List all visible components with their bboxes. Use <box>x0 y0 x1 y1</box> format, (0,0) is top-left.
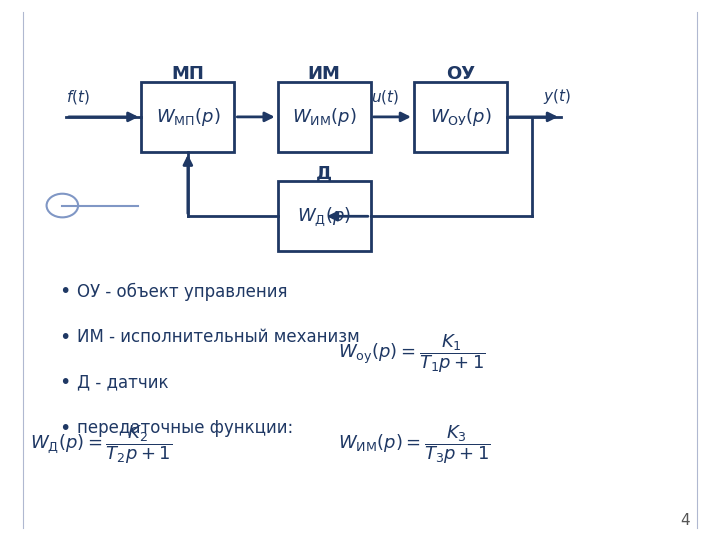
Text: Д - датчик: Д - датчик <box>77 374 168 392</box>
Text: передаточные функции:: передаточные функции: <box>77 420 293 437</box>
Text: Д: Д <box>316 164 332 183</box>
Text: ИМ - исполнительный механизм: ИМ - исполнительный механизм <box>77 328 359 346</box>
Text: $u(t)$: $u(t)$ <box>371 88 399 106</box>
Text: $W_{\mathrm{оу}}(p) = \dfrac{K_1}{T_1 p + 1}$: $W_{\mathrm{оу}}(p) = \dfrac{K_1}{T_1 p … <box>338 332 486 375</box>
Text: $y(t)$: $y(t)$ <box>543 87 571 106</box>
Text: ИМ: ИМ <box>307 65 341 83</box>
FancyBboxPatch shape <box>414 82 507 152</box>
Text: $f(t)$: $f(t)$ <box>66 88 90 106</box>
Text: $W_{\mathrm{\mathsf{МП}}}(p)$: $W_{\mathrm{\mathsf{МП}}}(p)$ <box>156 106 220 128</box>
Text: •: • <box>59 328 70 347</box>
Text: $W_{\mathrm{\mathsf{ИМ}}}(p)$: $W_{\mathrm{\mathsf{ИМ}}}(p)$ <box>292 106 356 128</box>
Text: •: • <box>59 419 70 438</box>
Text: $W_{\mathrm{ИМ}}(p) = \dfrac{K_3}{T_3 p + 1}$: $W_{\mathrm{ИМ}}(p) = \dfrac{K_3}{T_3 p … <box>338 423 491 466</box>
FancyBboxPatch shape <box>277 82 371 152</box>
Text: $W_{\mathrm{Д}}(p) = \dfrac{K_2}{T_2 p + 1}$: $W_{\mathrm{Д}}(p) = \dfrac{K_2}{T_2 p +… <box>30 423 172 466</box>
Text: $W_{\mathrm{Д}}(p)$: $W_{\mathrm{Д}}(p)$ <box>297 205 351 228</box>
Text: ОУ - объект управления: ОУ - объект управления <box>77 282 287 301</box>
FancyBboxPatch shape <box>141 82 235 152</box>
Text: МП: МП <box>171 65 204 83</box>
Text: ОУ: ОУ <box>446 65 475 83</box>
Text: $W_{\mathrm{\mathsf{ОУ}}}(p)$: $W_{\mathrm{\mathsf{ОУ}}}(p)$ <box>430 106 491 128</box>
Text: •: • <box>59 282 70 301</box>
Text: •: • <box>59 373 70 393</box>
Text: 4: 4 <box>680 513 690 528</box>
FancyBboxPatch shape <box>277 181 371 251</box>
